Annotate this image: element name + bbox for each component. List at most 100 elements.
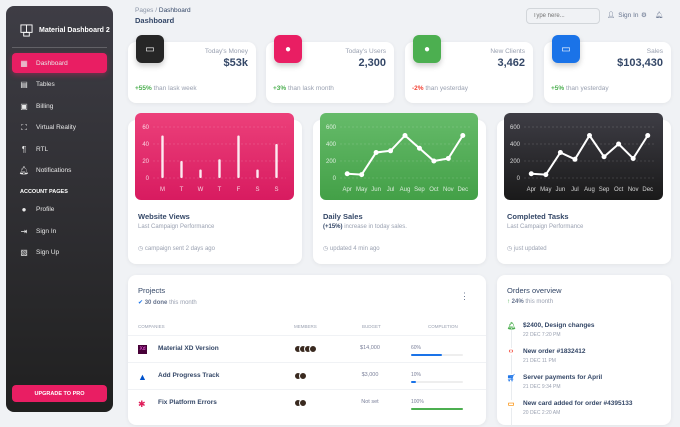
timeline-date: 21 DEC 11 PM: [523, 358, 556, 364]
section-heading: ACCOUNT PAGES: [20, 188, 68, 195]
project-name: Fix Platform Errors: [158, 399, 217, 406]
sidebar-item-dashboard[interactable]: ▦ Dashboard: [12, 53, 107, 73]
data-point: [630, 155, 636, 161]
table-icon: ▤: [20, 80, 28, 89]
stat-value: $103,430: [617, 57, 663, 69]
login-icon: ⇥: [20, 226, 28, 236]
member-avatar[interactable]: [299, 399, 307, 407]
x-tick-label: S: [255, 187, 259, 193]
sidebar: Material Dashboard 2 ▦ Dashboard ▤ Tables …: [6, 6, 113, 412]
card-title: Daily Sales: [323, 212, 363, 221]
footer-text: updated 4 min ago: [329, 246, 380, 252]
sign-in-label: Sign In: [618, 11, 639, 19]
x-tick-label: S: [274, 187, 278, 193]
data-point: [460, 133, 466, 138]
member-avatar[interactable]: [299, 372, 307, 380]
progress-bar: [411, 354, 463, 356]
settings-icon[interactable]: ⚙: [641, 12, 647, 19]
stat-change: +55%: [135, 85, 152, 92]
stat-label: Today's Money: [204, 48, 248, 55]
column-header: BUDGET: [362, 324, 381, 329]
y-tick-label: 200: [326, 159, 337, 165]
member-avatar[interactable]: [309, 345, 317, 353]
x-tick-label: Apr: [343, 187, 352, 193]
stat-note: than yesterday: [566, 85, 609, 92]
x-tick-label: Jun: [371, 187, 381, 193]
sidebar-item-tables[interactable]: ▤ Tables: [12, 75, 107, 95]
x-tick-label: Oct: [429, 187, 439, 193]
bell-icon: 🔔︎: [18, 166, 30, 175]
budget: $14,000: [360, 345, 380, 351]
sidebar-item-profile[interactable]: ● Profile: [12, 200, 107, 220]
data-point: [616, 141, 622, 147]
card-footer: ◷ just updated: [507, 245, 547, 252]
sidebar-item-virtual-reality[interactable]: ⛶ Virtual Reality: [12, 118, 107, 138]
x-tick-label: T: [180, 187, 184, 193]
data-point: [416, 145, 422, 151]
stat-footer: +55% than lask week: [135, 85, 197, 92]
x-tick-label: Jul: [571, 187, 579, 193]
more-options-icon[interactable]: ⋮: [460, 291, 469, 301]
x-tick-label: May: [356, 187, 367, 193]
stat-change: +3%: [273, 85, 287, 92]
dashboard-icon: ▦: [20, 58, 28, 68]
bar: [180, 161, 183, 178]
table-row: ✱ Fix Platform Errors Not set 100%: [128, 389, 486, 416]
label: Notifications: [36, 167, 72, 174]
orders-summary: ↑ 24% this month: [507, 299, 553, 305]
atlassian-logo-icon: ▲: [138, 372, 147, 382]
orders-overview-card: Orders overview ↑ 24% this month 🔔︎ $2400…: [497, 275, 671, 427]
orders-note: this month: [525, 299, 554, 305]
sidebar-item-sign-in[interactable]: ⇥ Sign In: [12, 221, 107, 241]
footer-text: campaign sent 2 days ago: [144, 246, 215, 252]
stat-note: than yesterday: [425, 85, 469, 92]
stat-label: Today's Users: [345, 48, 386, 55]
sidebar-item-billing[interactable]: ▣ Billing: [12, 96, 107, 116]
data-point: [402, 133, 408, 138]
divider: [12, 47, 107, 48]
completion: 100%: [411, 399, 463, 410]
column-header: COMPLETION: [428, 324, 458, 329]
bar: [161, 135, 164, 178]
progress-bar: [411, 408, 463, 410]
website-views-card: 0 20 40 60 M T W T F S S Website Views Last Campai…: [128, 113, 302, 264]
series-line: [531, 133, 649, 176]
brand-name: Material Dashboard 2: [39, 27, 110, 34]
sign-in-link[interactable]: 👤︎ Sign In: [607, 11, 639, 20]
done-count: 30 done: [144, 300, 168, 306]
stat-change: -2%: [412, 85, 424, 92]
search-input[interactable]: [526, 8, 600, 24]
data-point: [373, 150, 379, 155]
data-point: [445, 155, 451, 161]
slack-logo-icon: ✱: [138, 399, 146, 409]
column-header: MEMBERS: [294, 324, 317, 329]
credit-card-icon: ▭: [507, 400, 515, 408]
label: Billing: [36, 102, 54, 110]
card-subtitle: Last Campaign Performance: [138, 224, 215, 230]
clock-icon: ◷: [507, 246, 513, 252]
completion: 10%: [411, 372, 463, 383]
notifications-icon[interactable]: 🔔︎: [655, 12, 664, 19]
person-icon: ●: [21, 205, 27, 214]
label: Dashboard: [36, 59, 68, 67]
label: Sign In: [36, 227, 57, 235]
stat-label: New Clients: [490, 48, 525, 55]
upgrade-button[interactable]: UPGRADE TO PRO: [12, 385, 107, 402]
brand[interactable]: Material Dashboard 2: [6, 6, 113, 43]
members: [294, 399, 307, 407]
done-note: this month: [169, 300, 197, 306]
sidebar-item-rtl[interactable]: ¶ RTL: [12, 139, 107, 159]
card-subtitle: (+15%) increase in today sales.: [323, 224, 407, 230]
breadcrumb-root[interactable]: Pages: [135, 7, 154, 14]
project-name: Material XD Version: [158, 345, 219, 352]
completed-tasks-chart: 0 200 400 600 Apr May Jun Jul Aug Sep Oct Nov Dec: [504, 113, 663, 200]
sidebar-item-sign-up[interactable]: ▧ Sign Up: [12, 243, 107, 263]
label: RTL: [36, 145, 49, 153]
sidebar-item-notifications[interactable]: 🔔︎ Notifications: [12, 161, 107, 181]
y-tick-label: 0: [517, 176, 521, 182]
bell-icon: 🔔︎: [507, 322, 516, 330]
budget: Not set: [361, 399, 379, 405]
timeline-title: New card added for order #4395133: [523, 400, 633, 407]
card-title: Website Views: [138, 212, 190, 221]
bar: [275, 144, 278, 178]
